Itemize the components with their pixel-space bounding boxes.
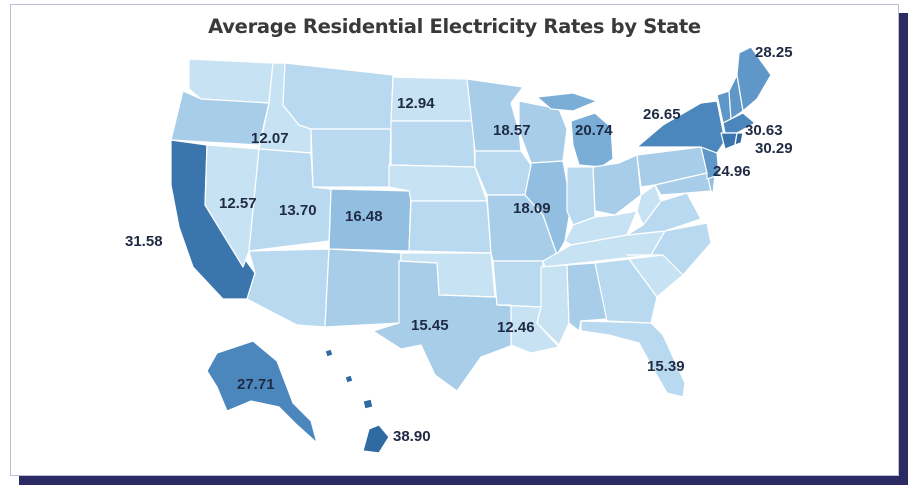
state-maryland[interactable] [654,172,712,196]
state-florida[interactable] [580,320,686,398]
label-connecticut: 30.29 [755,140,793,157]
state-indiana[interactable] [566,166,596,226]
state-north-carolina[interactable] [626,222,712,276]
label-utah: 13.70 [279,202,317,219]
label-massachusetts: 30.63 [745,122,783,139]
state-washington[interactable] [188,58,274,104]
label-north-dakota: 12.94 [397,95,435,112]
label-alaska: 27.71 [237,376,275,393]
state-hawaii-big-island[interactable] [362,424,390,454]
label-texas: 15.45 [411,317,449,334]
label-minnesota: 18.57 [493,122,531,139]
label-nevada: 12.57 [219,195,257,212]
state-alaska[interactable] [206,340,318,444]
state-texas[interactable] [372,260,514,392]
state-hawaii-maui[interactable] [362,398,374,410]
state-kansas[interactable] [408,200,492,254]
state-arkansas[interactable] [492,260,544,308]
label-new-jersey: 24.96 [713,163,751,180]
state-rhode-island[interactable] [734,132,744,146]
state-michigan-up[interactable] [536,92,598,112]
state-new-mexico[interactable] [324,248,402,328]
state-minnesota[interactable] [466,78,524,152]
map-title: Average Residential Electricity Rates by… [208,15,701,38]
state-connecticut[interactable] [720,132,738,150]
state-west-virginia[interactable] [636,184,662,226]
state-hawaii-kauai[interactable] [324,348,334,358]
map-card: Average Residential Electricity Rates by… [10,4,899,476]
us-choropleth-map: 28.25 26.65 30.63 30.29 24.96 12.94 12.0… [125,44,793,454]
state-michigan[interactable] [570,112,614,168]
state-new-york[interactable] [636,100,726,154]
label-illinois: 18.09 [513,200,551,217]
state-maine[interactable] [736,46,772,112]
state-hawaii-oahu[interactable] [344,374,354,384]
label-louisiana: 12.46 [497,319,535,336]
state-massachusetts[interactable] [722,112,756,134]
state-iowa[interactable] [474,150,532,196]
state-wyoming[interactable] [310,128,392,188]
state-arizona[interactable] [246,248,330,328]
label-hawaii: 38.90 [393,428,431,445]
label-michigan: 20.74 [575,122,613,139]
label-california: 31.58 [125,233,163,250]
label-florida: 15.39 [647,358,685,375]
state-nevada[interactable] [204,144,260,268]
label-idaho: 12.07 [251,130,289,147]
label-maine: 28.25 [755,44,793,61]
state-montana[interactable] [282,62,394,130]
state-georgia[interactable] [594,258,658,324]
label-new-york: 26.65 [643,106,681,123]
label-colorado: 16.48 [345,208,383,225]
state-south-dakota[interactable] [390,120,476,168]
